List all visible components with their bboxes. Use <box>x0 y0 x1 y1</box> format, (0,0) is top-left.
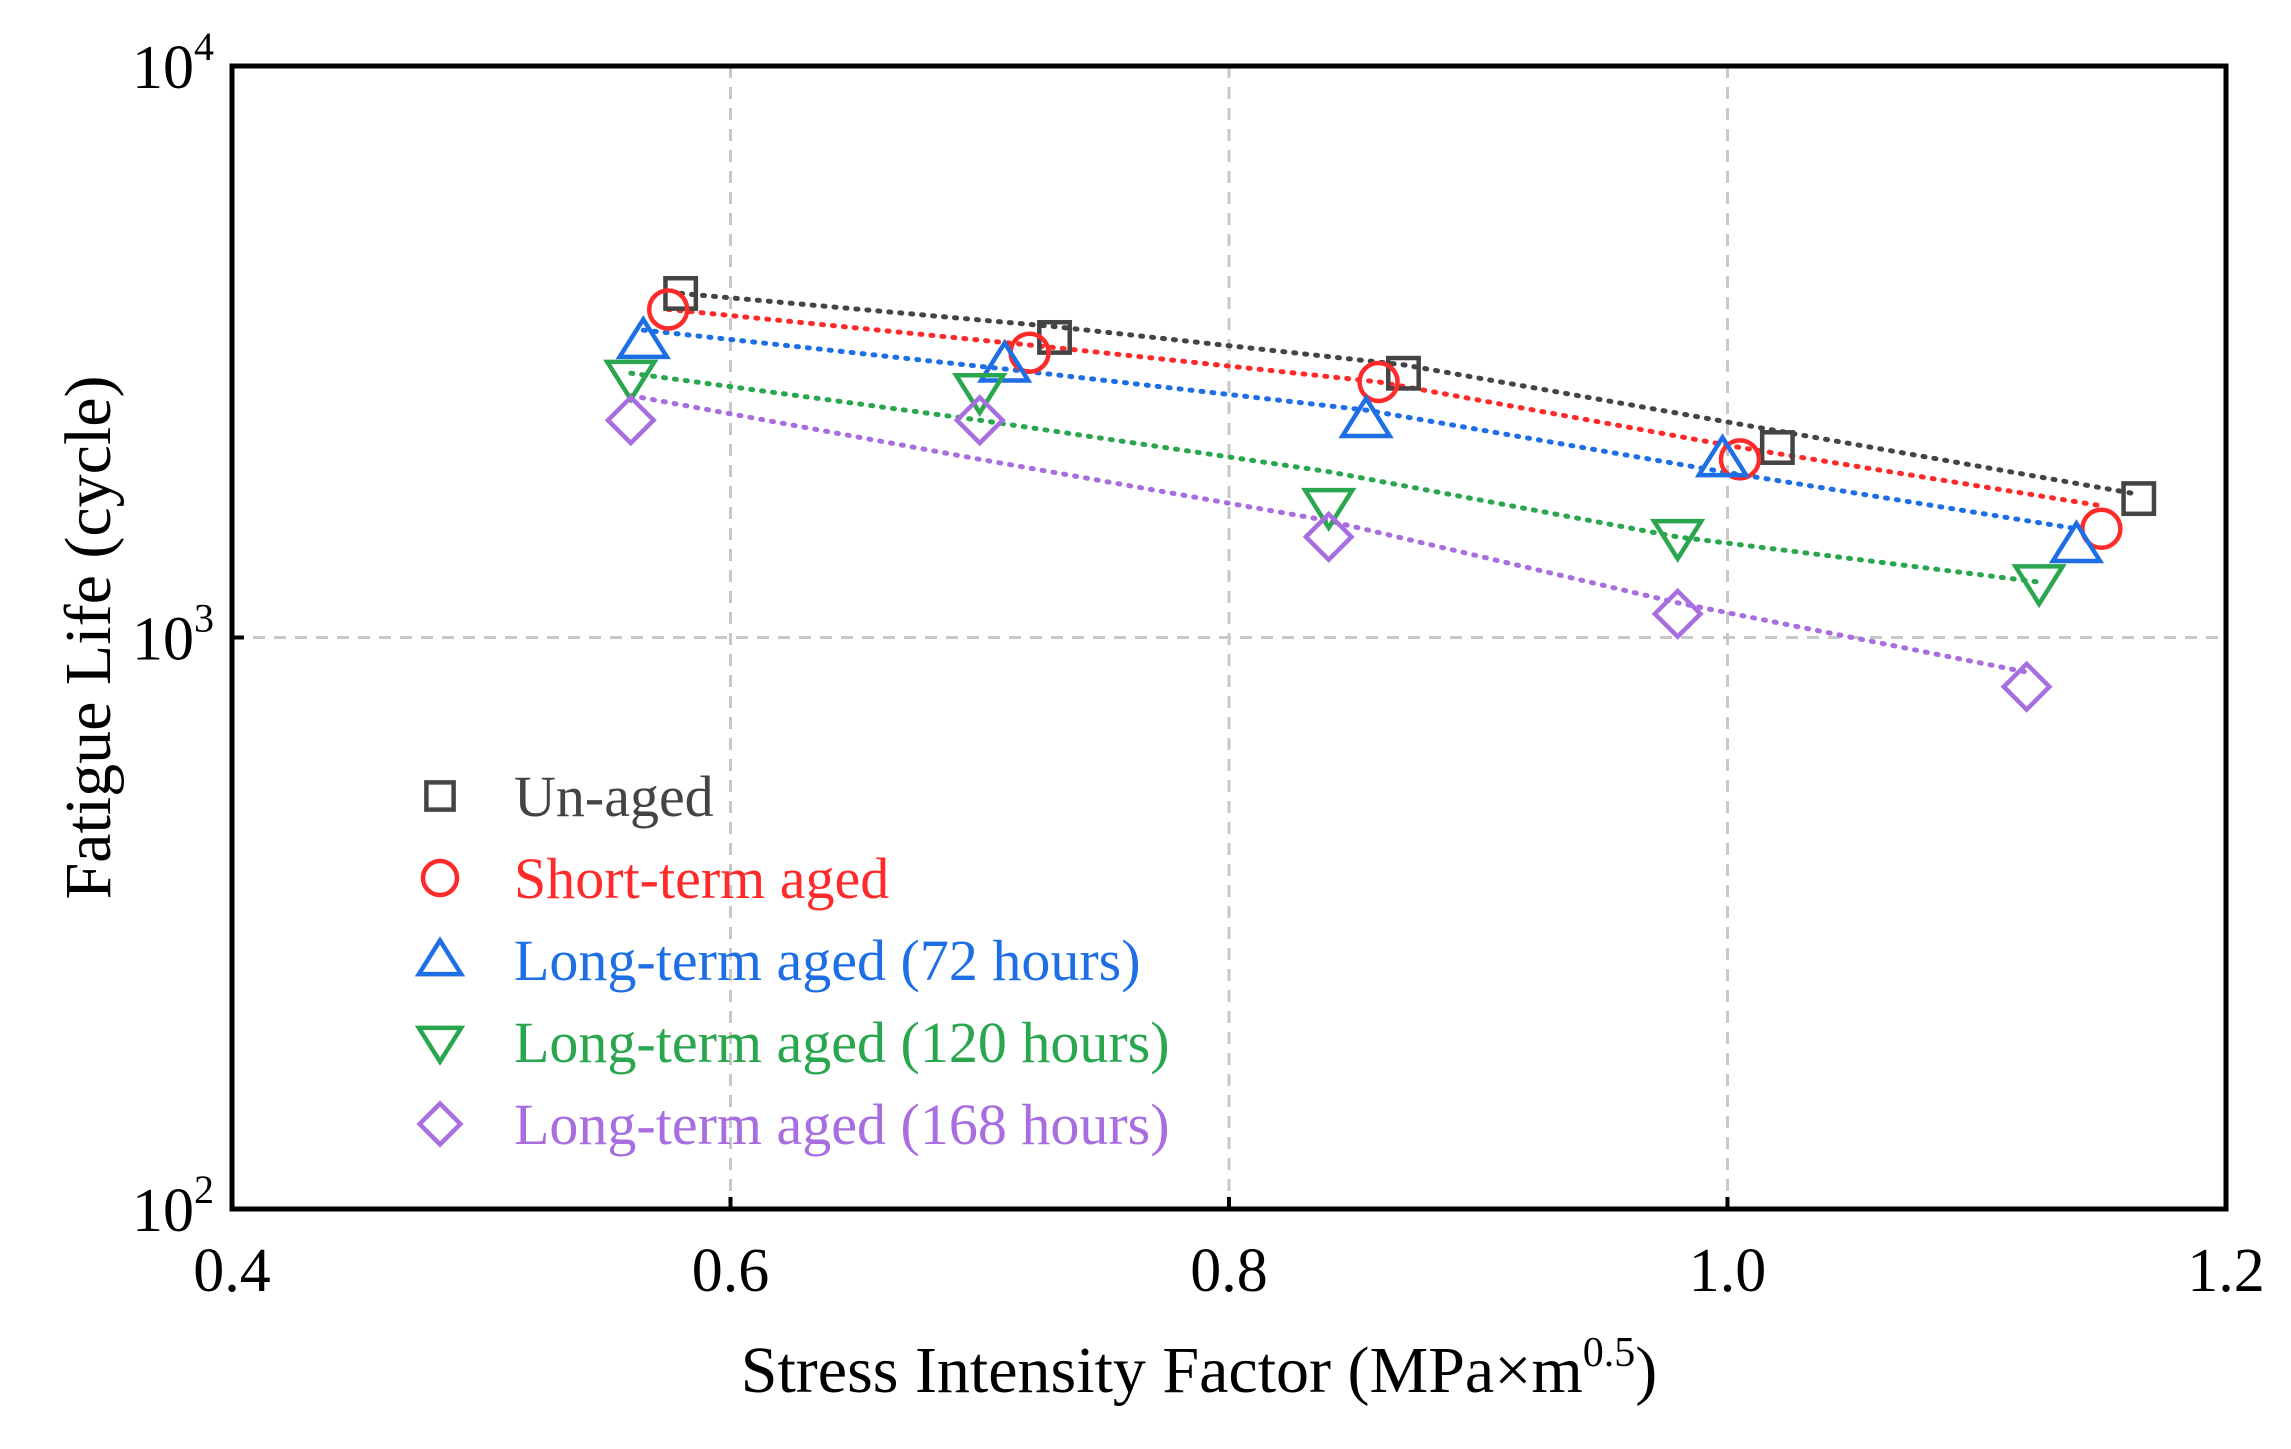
y-axis-title: Fatigue Life (cycle) <box>52 375 125 899</box>
legend: Un-aged Short-term aged Long-term aged (72… <box>414 764 1170 1157</box>
x-tick-label: 1.2 <box>2187 1237 2265 1305</box>
legend-label-5: Long-term aged (168 hours) <box>514 1092 1170 1157</box>
fit-line-2 <box>665 306 2104 509</box>
fit-line-3 <box>640 327 2079 532</box>
data-point-4 <box>952 372 1008 418</box>
data-point-1 <box>2121 481 2157 517</box>
fit-line-4 <box>628 370 2042 585</box>
data-point-1 <box>663 275 699 311</box>
data-point-5 <box>1302 510 1355 563</box>
data-point-5 <box>1651 587 1704 640</box>
x-tick-label: 0.6 <box>692 1237 770 1305</box>
legend-label-1: Un-aged <box>514 764 714 829</box>
data-point-1 <box>1386 355 1421 391</box>
x-axis-title-main: Stress Intensity Factor (MPa×m <box>741 1334 1583 1407</box>
legend-marker-1 <box>424 780 456 812</box>
data-point-3 <box>615 315 671 360</box>
axis-ticks: 0.4 0.6 0.8 1.0 1.2 102 103 104 <box>132 24 2265 1305</box>
legend-label-3: Long-term aged (72 hours) <box>514 928 1141 993</box>
x-axis-title-end: ) <box>1635 1334 1657 1407</box>
fit-line-1 <box>678 290 2142 497</box>
data-point-3 <box>1338 394 1394 439</box>
legend-marker-3 <box>414 936 466 977</box>
data-point-4 <box>1301 487 1357 532</box>
data-point-2 <box>646 288 690 331</box>
data-point-3 <box>2048 519 2105 564</box>
data-point-2 <box>1718 438 1762 481</box>
y-tick-label: 103 <box>132 596 214 674</box>
legend-label-4: Long-term aged (120 hours) <box>514 1010 1170 1075</box>
data-point-5 <box>953 394 1006 447</box>
data-point-3 <box>1694 433 1751 478</box>
grid <box>232 66 2226 1209</box>
fit-line-5 <box>628 393 2030 675</box>
data-point-5 <box>2000 660 2053 713</box>
data-point-3 <box>977 338 1033 383</box>
data-point-1 <box>1759 430 1795 465</box>
data-point-4 <box>1649 518 1706 563</box>
legend-marker-5 <box>416 1100 464 1148</box>
x-tick-label: 0.4 <box>193 1237 271 1305</box>
data-point-4 <box>603 359 659 404</box>
data-point-4 <box>2011 564 2067 609</box>
legend-label-2: Short-term aged <box>514 846 889 911</box>
data-markers <box>603 275 2157 713</box>
x-axis-title: Stress Intensity Factor (MPa×m0.5) <box>741 1330 1657 1407</box>
legend-marker-2 <box>420 858 460 898</box>
data-point-5 <box>604 394 657 447</box>
y-tick-label: 104 <box>132 24 214 102</box>
x-tick-label: 0.8 <box>1190 1237 1268 1305</box>
y-tick-label: 102 <box>132 1167 214 1245</box>
x-tick-label: 1.0 <box>1689 1237 1767 1305</box>
x-axis-title-superscript: 0.5 <box>1583 1330 1636 1376</box>
fit-lines <box>628 290 2142 675</box>
legend-marker-4 <box>414 1025 466 1066</box>
data-point-2 <box>1357 360 1400 404</box>
